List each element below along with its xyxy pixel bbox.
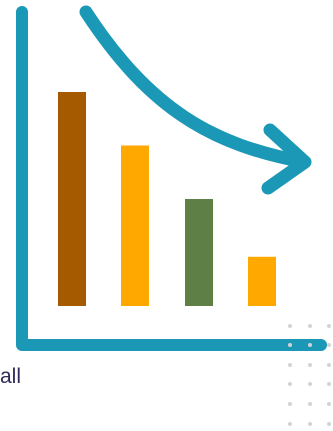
decorative-dot [308, 363, 312, 367]
decorative-dot [327, 343, 331, 347]
decorative-dot [327, 363, 331, 367]
decorative-dot [288, 382, 292, 386]
decorative-dot [327, 324, 331, 328]
decorative-dot [308, 343, 312, 347]
bar-group [58, 92, 276, 306]
decorative-dot [327, 422, 331, 426]
decorative-dot [288, 363, 292, 367]
decorative-dot [288, 324, 292, 328]
decorative-dot [288, 343, 292, 347]
decorative-dot [308, 402, 312, 406]
bar-2 [121, 145, 149, 306]
decorative-dot [288, 422, 292, 426]
decorative-dot [288, 402, 292, 406]
bar-4 [248, 256, 276, 306]
trend-arrow-shaft [79, 5, 311, 169]
decorative-dot [308, 382, 312, 386]
bar-1 [58, 92, 86, 306]
decorative-dot [327, 402, 331, 406]
chart-axes [16, 6, 327, 351]
partial-caption-text: all [0, 365, 22, 388]
decorative-dot [308, 422, 312, 426]
dot-pattern [288, 324, 331, 426]
decorative-dot [308, 324, 312, 328]
bar-3 [185, 199, 213, 306]
decorative-dot [327, 382, 331, 386]
trend-arrow-head [261, 123, 312, 195]
